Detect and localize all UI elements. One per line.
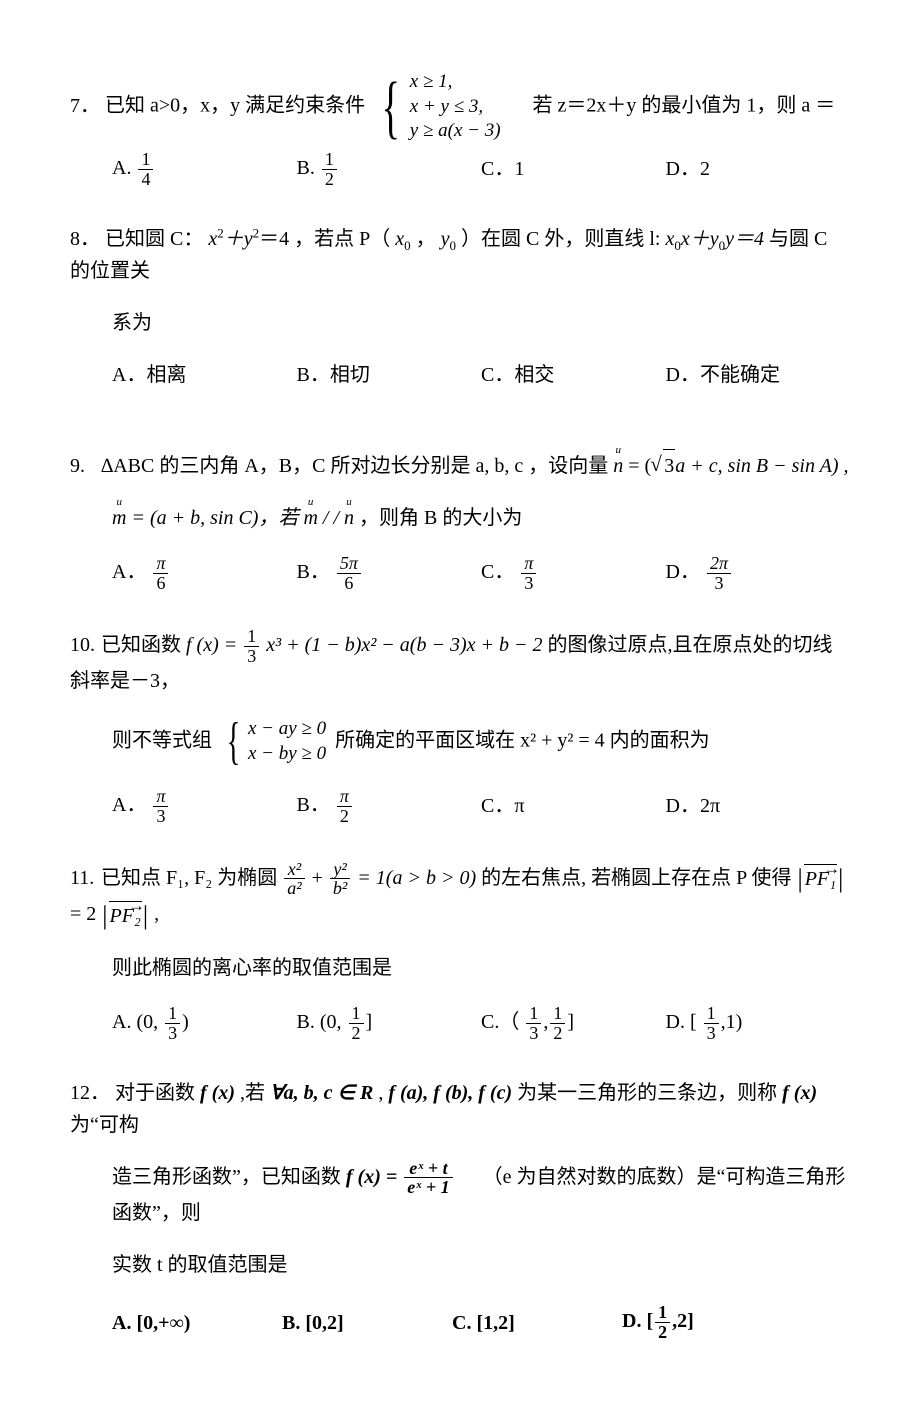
constraint-cases: { x ≥ 1, x + y ≤ 3, y ≥ a(x − 3) xyxy=(374,70,500,144)
stem: 12． 对于函数 f (x) ,若 ∀a, b, c ∈ R , f (a), … xyxy=(70,1077,850,1141)
option-a: A. 14 xyxy=(112,150,297,189)
option-b: B. [0,2] xyxy=(282,1307,452,1339)
problem-number: 11. xyxy=(70,862,96,894)
stem: 11. 已知点 F₁, F₂ 为椭圆 x²a² + y²b² = 1(a > b… xyxy=(70,860,850,932)
vector-n: n xyxy=(613,450,623,482)
problem-12: 12． 对于函数 f (x) ,若 ∀a, b, c ∈ R , f (a), … xyxy=(70,1077,850,1343)
option-d: D. [12,2] xyxy=(622,1303,694,1342)
problem-number: 9. xyxy=(70,450,96,482)
left-brace-icon: { xyxy=(227,719,241,766)
options: A. 14 B. 12 C．1 D．2 xyxy=(70,150,850,189)
option-a: A. [0,+∞) xyxy=(112,1307,282,1339)
problem-number: 12． xyxy=(70,1077,110,1109)
options: A． π3 B． π2 C．π D．2π xyxy=(70,787,850,826)
option-a: A． π3 xyxy=(112,787,297,826)
stem-cont: m = (a + b, sin C)，若 m / / n ，则角 B 的大小为 xyxy=(70,502,850,534)
text: ，若点 P（ xyxy=(294,228,390,250)
stem: 10. 已知函数 f (x) = 13 x³ + (1 − b)x² − a(b… xyxy=(70,627,850,698)
option-d: D. [ 13,1) xyxy=(666,1004,851,1043)
problem-8: 8． 已知圆 C： x2＋y2＝4 ，若点 P（ x0 ， y0 ）在圆 C 外… xyxy=(70,223,850,391)
stem-cont: 系为 xyxy=(70,307,850,339)
options: A. (0, 13) B. (0, 12] C.（ 13,12] D. [ 13… xyxy=(70,1004,850,1043)
option-c: C． π3 xyxy=(481,554,666,593)
option-d: D．2π xyxy=(666,790,851,822)
sqrt-icon: 3 xyxy=(651,449,675,482)
abs-pf1: |PF₁→| xyxy=(797,863,845,895)
option-b: B． π2 xyxy=(297,787,482,826)
option-b: B．相切 xyxy=(297,359,482,391)
option-c: C.（ 13,12] xyxy=(481,1004,666,1043)
problem-number: 10. xyxy=(70,629,96,661)
text: 若 z＝2x＋y 的最小值为 1，则 a ＝ xyxy=(533,95,836,117)
abs-pf2: |PF₂→| xyxy=(101,900,149,932)
inequality-cases: { x − ay ≥ 0 x − by ≥ 0 xyxy=(221,717,326,766)
stem-cont-1: 造三角形函数”，已知函数 f (x) = eˣ + teˣ + 1 （e 为自然… xyxy=(70,1159,850,1230)
text: 已知圆 C： xyxy=(105,228,203,250)
stem-cont: 则不等式组 { x − ay ≥ 0 x − by ≥ 0 所确定的平面区域在 … xyxy=(70,717,850,766)
option-c: C．1 xyxy=(481,153,666,185)
stem: 9. ∆ABC 的三内角 A，B，C 所对边长分别是 a, b, c ，设向量 … xyxy=(70,449,850,482)
options: A. [0,+∞) B. [0,2] C. [1,2] D. [12,2] xyxy=(70,1303,850,1342)
option-a: A．相离 xyxy=(112,359,297,391)
stem-cont: 则此椭圆的离心率的取值范围是 xyxy=(70,952,850,984)
problem-11: 11. 已知点 F₁, F₂ 为椭圆 x²a² + y²b² = 1(a > b… xyxy=(70,860,850,1043)
option-d: D．不能确定 xyxy=(666,359,851,391)
stem-cont-2: 实数 t 的取值范围是 xyxy=(70,1249,850,1281)
option-a: A． π6 xyxy=(112,554,297,593)
text: ）在圆 C 外，则直线 l: xyxy=(461,228,665,250)
option-c: C．相交 xyxy=(481,359,666,391)
option-b: B． 5π6 xyxy=(297,554,482,593)
option-a: A. (0, 13) xyxy=(112,1004,297,1043)
options: A． π6 B． 5π6 C． π3 D． 2π3 xyxy=(70,554,850,593)
option-d: D． 2π3 xyxy=(666,554,851,593)
problem-10: 10. 已知函数 f (x) = 13 x³ + (1 − b)x² − a(b… xyxy=(70,627,850,826)
option-c: C. [1,2] xyxy=(452,1307,622,1339)
option-b: B. 12 xyxy=(297,150,482,189)
stem: 8． 已知圆 C： x2＋y2＝4 ，若点 P（ x0 ， y0 ）在圆 C 外… xyxy=(70,223,850,287)
vector-m: m xyxy=(112,502,126,534)
text: 已知 a>0，x，y 满足约束条件 xyxy=(105,95,365,117)
problem-7: 7． 已知 a>0，x，y 满足约束条件 { x ≥ 1, x + y ≤ 3,… xyxy=(70,70,850,189)
options: A．相离 B．相切 C．相交 D．不能确定 xyxy=(70,359,850,391)
option-d: D．2 xyxy=(666,153,851,185)
text: ∆ABC 的三内角 A，B，C 所对边长分别是 a, b, c ，设向量 xyxy=(101,455,613,477)
problem-number: 7． xyxy=(70,90,100,122)
problem-number: 8． xyxy=(70,223,100,255)
left-brace-icon: { xyxy=(382,76,400,139)
option-b: B. (0, 12] xyxy=(297,1004,482,1043)
stem: 7． 已知 a>0，x，y 满足约束条件 { x ≥ 1, x + y ≤ 3,… xyxy=(70,70,850,144)
option-c: C．π xyxy=(481,790,666,822)
problem-9: 9. ∆ABC 的三内角 A，B，C 所对边长分别是 a, b, c ，设向量 … xyxy=(70,449,850,593)
